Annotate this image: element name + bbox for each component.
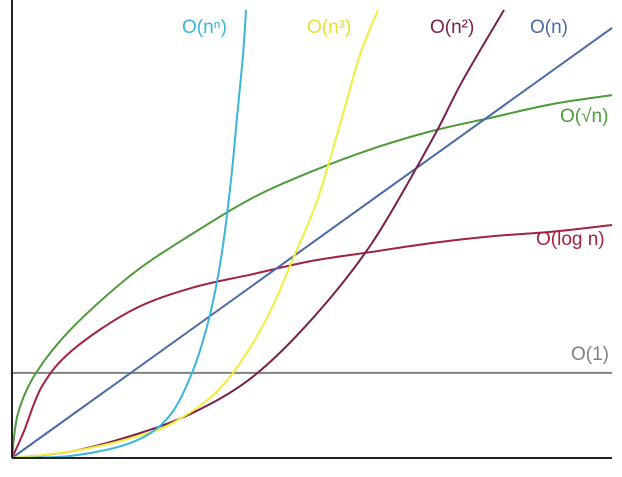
series-label-on3: O(n³) — [307, 17, 351, 38]
series-label-osqrtn: O(√n) — [560, 106, 608, 127]
series-label-onn: O(nⁿ) — [182, 17, 227, 38]
series-label-ologn: O(log n) — [536, 229, 605, 250]
series-line-onn — [11, 9, 247, 459]
series-label-on: O(n) — [530, 17, 568, 38]
labels-group: O(1) O(log n) O(√n) O(n) O(n²) O(n³) O(n… — [182, 17, 609, 365]
series-line-on — [11, 27, 613, 459]
series-line-osqrtn — [11, 94, 613, 459]
series-line-ologn — [11, 224, 613, 459]
series-line-on2 — [11, 9, 505, 459]
series-label-o1: O(1) — [571, 344, 609, 365]
series-line-on3 — [11, 9, 379, 459]
curves-group — [11, 9, 613, 459]
series-label-on2: O(n²) — [430, 17, 474, 38]
